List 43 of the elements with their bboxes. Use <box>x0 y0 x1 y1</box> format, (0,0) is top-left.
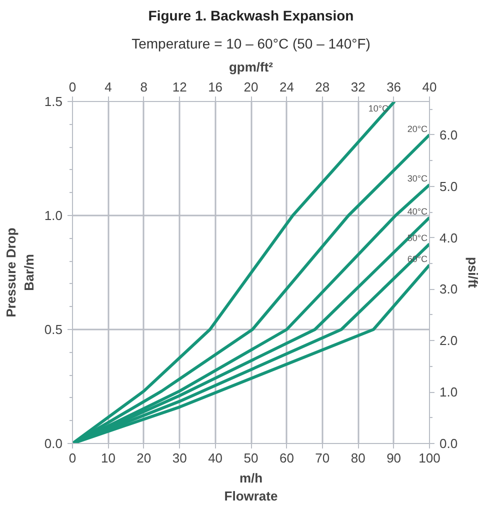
annotation: 30°C <box>407 174 428 184</box>
x-tick-label: 100 <box>418 450 440 466</box>
x-tick-label: 60 <box>279 450 294 466</box>
y2-tick-label: 0.0 <box>440 436 458 451</box>
y2-tick-label: 2.0 <box>440 333 458 348</box>
x2-tick-label: 20 <box>244 80 258 94</box>
y-tick-label: 1.5 <box>44 94 63 109</box>
x-tick-label: 80 <box>350 450 366 466</box>
x-tick-label: 0 <box>68 450 76 466</box>
y-tick-label: 0.0 <box>44 436 63 451</box>
x2-tick-label: 28 <box>315 80 330 94</box>
x2-tick-label: 12 <box>172 80 187 94</box>
x2-tick-label: 24 <box>279 80 294 94</box>
x2-tick-label: 0 <box>68 80 76 94</box>
y2-tick-label: 3.0 <box>440 282 458 297</box>
chart-subtitle: Temperature = 10 – 60°C (50 – 140°F) <box>132 36 370 52</box>
x-tick-label: 20 <box>136 450 152 466</box>
y2-tick-label: 5.0 <box>440 178 458 194</box>
x2-tick-label: 36 <box>386 80 402 94</box>
annotation: 40°C <box>407 206 428 217</box>
y2-axis-title: psi/ft <box>466 256 481 289</box>
y2-tick-label: 6.0 <box>440 127 458 142</box>
y2-tick-label: 1.0 <box>440 384 458 400</box>
x2-tick-label: 4 <box>104 80 112 94</box>
x-tick-label: 30 <box>172 450 187 466</box>
y-axis-title: Pressure Drop Bar/m <box>3 228 36 318</box>
y2-tick-label: 4.0 <box>440 230 458 246</box>
x-tick-label: 90 <box>386 450 402 466</box>
x-axis-title: m/h Flowrate <box>224 470 278 504</box>
x2-tick-label: 32 <box>350 80 366 94</box>
annotation: 20°C <box>407 124 428 134</box>
x2-tick-label: 8 <box>140 80 148 94</box>
x2-axis-title: gpm/ft² <box>228 60 274 74</box>
x2-tick-label: 16 <box>208 80 223 94</box>
x-tick-label: 50 <box>244 450 258 466</box>
annotation: 10°C <box>368 104 390 114</box>
x-tick-label: 10 <box>100 450 116 466</box>
chart-title: Figure 1. Backwash Expansion <box>148 8 354 24</box>
x-tick-label: 70 <box>315 450 330 466</box>
x-tick-label: 40 <box>208 450 223 466</box>
x2-tick-label: 40 <box>422 80 437 94</box>
y-tick-label: 1.0 <box>44 208 63 223</box>
y-tick-label: 0.5 <box>44 322 63 337</box>
